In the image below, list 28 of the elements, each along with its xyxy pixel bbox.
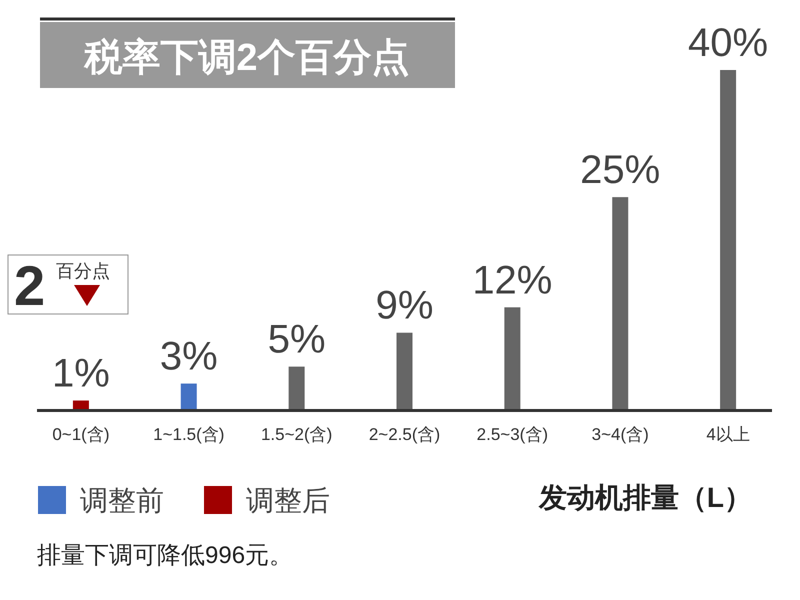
- chart-title: 税率下调2个百分点: [83, 36, 410, 79]
- text: 排量下调可降低996元。: [37, 542, 294, 569]
- data-label: 1%: [52, 352, 110, 396]
- data-label: 9%: [376, 284, 434, 328]
- bar: [72, 400, 89, 409]
- x-tick-label: 2~2.5(含): [368, 425, 440, 444]
- x-axis-title: 发动机排量（L）: [538, 482, 752, 513]
- data-label: 25%: [580, 148, 660, 192]
- bar: [504, 307, 520, 409]
- legend-label: 调整前: [80, 485, 164, 516]
- bar: [612, 197, 628, 409]
- x-tick-label: 4以上: [706, 425, 750, 444]
- x-tick-label: 1.5~2(含): [260, 425, 332, 444]
- bar: [180, 384, 197, 409]
- x-tick-label: 2.5~3(含): [476, 425, 548, 444]
- legend-label: 调整后: [246, 485, 330, 516]
- annotation: 百分点: [56, 261, 110, 281]
- x-tick-label: 3~4(含): [592, 425, 649, 444]
- data-label: 40%: [688, 21, 768, 65]
- annotation: 2: [14, 254, 46, 317]
- bar: [396, 332, 412, 409]
- bar: [720, 70, 736, 409]
- data-label: 5%: [268, 318, 326, 362]
- x-tick-label: 0~1(含): [52, 425, 110, 444]
- data-label: 12%: [472, 258, 552, 302]
- data-label: 3%: [160, 334, 218, 379]
- x-tick-label: 1~1.5(含): [153, 425, 224, 444]
- bar: [288, 366, 305, 409]
